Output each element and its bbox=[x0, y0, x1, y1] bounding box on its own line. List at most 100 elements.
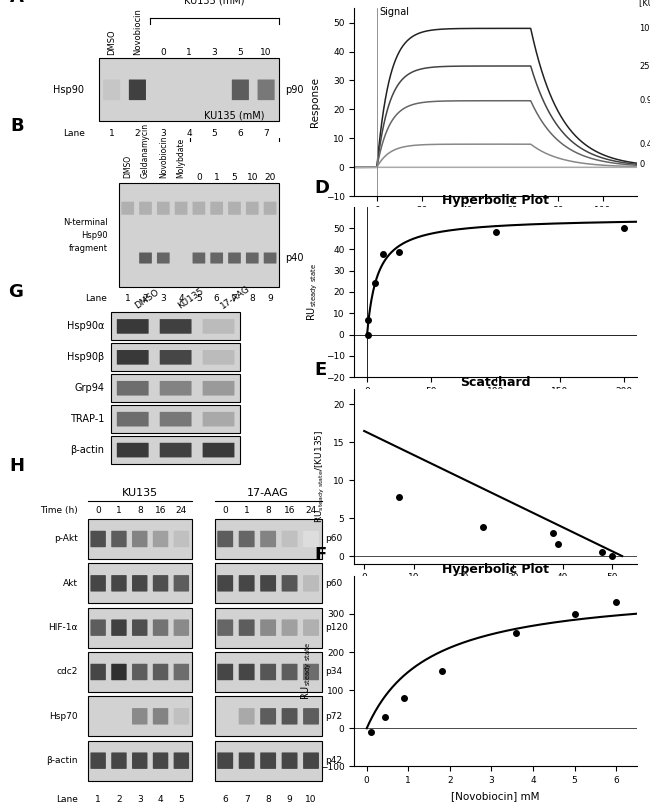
Text: 16: 16 bbox=[284, 506, 295, 516]
Text: KU135: KU135 bbox=[176, 286, 205, 311]
FancyBboxPatch shape bbox=[160, 350, 192, 365]
Text: 1: 1 bbox=[186, 48, 192, 57]
Text: 0: 0 bbox=[196, 173, 202, 182]
FancyBboxPatch shape bbox=[153, 620, 168, 636]
Text: 1: 1 bbox=[244, 506, 250, 516]
Text: DMSO: DMSO bbox=[133, 288, 161, 311]
FancyBboxPatch shape bbox=[139, 252, 152, 264]
Text: DMSO: DMSO bbox=[124, 155, 132, 178]
Text: Molybdate: Molybdate bbox=[177, 138, 186, 178]
FancyBboxPatch shape bbox=[153, 530, 168, 547]
FancyBboxPatch shape bbox=[281, 708, 298, 724]
Text: Geldanamycin: Geldanamycin bbox=[141, 123, 150, 178]
FancyBboxPatch shape bbox=[303, 530, 319, 547]
Text: fragment: fragment bbox=[68, 243, 107, 253]
FancyBboxPatch shape bbox=[117, 350, 149, 365]
FancyBboxPatch shape bbox=[203, 381, 235, 396]
FancyBboxPatch shape bbox=[122, 202, 134, 215]
Text: 7: 7 bbox=[244, 795, 250, 804]
Text: 10: 10 bbox=[306, 795, 317, 804]
FancyBboxPatch shape bbox=[260, 575, 276, 591]
Text: KU135 (mM): KU135 (mM) bbox=[185, 0, 245, 6]
Text: 9: 9 bbox=[287, 795, 292, 804]
X-axis label: RU$_{\mathrm{steady\ state}}$: RU$_{\mathrm{steady\ state}}$ bbox=[467, 588, 525, 603]
FancyBboxPatch shape bbox=[117, 319, 149, 333]
Text: Lane: Lane bbox=[62, 129, 84, 138]
FancyBboxPatch shape bbox=[257, 79, 275, 100]
FancyBboxPatch shape bbox=[239, 663, 255, 680]
FancyBboxPatch shape bbox=[303, 753, 319, 769]
Text: 7: 7 bbox=[263, 129, 269, 138]
FancyBboxPatch shape bbox=[217, 620, 233, 636]
Text: Novobiocin: Novobiocin bbox=[133, 8, 142, 54]
Text: 10: 10 bbox=[261, 48, 272, 57]
Text: KU135: KU135 bbox=[122, 488, 158, 498]
FancyBboxPatch shape bbox=[160, 381, 192, 396]
FancyBboxPatch shape bbox=[281, 575, 298, 591]
Text: 1: 1 bbox=[109, 129, 114, 138]
Text: [KU135] μM: [KU135] μM bbox=[639, 0, 650, 8]
FancyBboxPatch shape bbox=[203, 350, 235, 365]
FancyBboxPatch shape bbox=[111, 312, 240, 341]
FancyBboxPatch shape bbox=[132, 620, 148, 636]
FancyBboxPatch shape bbox=[117, 381, 149, 396]
FancyBboxPatch shape bbox=[260, 753, 276, 769]
FancyBboxPatch shape bbox=[132, 575, 148, 591]
FancyBboxPatch shape bbox=[99, 58, 279, 121]
FancyBboxPatch shape bbox=[90, 530, 106, 547]
Text: KU135 (mM): KU135 (mM) bbox=[204, 110, 265, 120]
FancyBboxPatch shape bbox=[160, 319, 192, 333]
FancyBboxPatch shape bbox=[119, 183, 279, 287]
Text: 17-AAG: 17-AAG bbox=[218, 284, 252, 311]
Text: Akt: Akt bbox=[63, 579, 78, 588]
Text: Signal: Signal bbox=[379, 6, 409, 17]
X-axis label: [Novobiocin] mM: [Novobiocin] mM bbox=[451, 791, 540, 800]
Text: H: H bbox=[10, 457, 25, 475]
Text: 0.45: 0.45 bbox=[639, 139, 650, 148]
Text: 24: 24 bbox=[176, 506, 187, 516]
FancyBboxPatch shape bbox=[132, 530, 148, 547]
FancyBboxPatch shape bbox=[217, 753, 233, 769]
Y-axis label: Response: Response bbox=[310, 77, 320, 127]
FancyBboxPatch shape bbox=[174, 575, 189, 591]
Text: p60: p60 bbox=[325, 579, 343, 588]
Text: 0.9: 0.9 bbox=[639, 97, 650, 105]
FancyBboxPatch shape bbox=[174, 620, 189, 636]
FancyBboxPatch shape bbox=[211, 202, 223, 215]
Text: 5: 5 bbox=[212, 129, 218, 138]
Text: 9: 9 bbox=[267, 294, 273, 303]
Text: cdc2: cdc2 bbox=[57, 667, 78, 676]
FancyBboxPatch shape bbox=[281, 620, 298, 636]
Text: 8: 8 bbox=[265, 795, 271, 804]
Y-axis label: RU$_{\mathrm{steady\ state}}$/[KU135]: RU$_{\mathrm{steady\ state}}$/[KU135] bbox=[315, 430, 328, 523]
Text: p42: p42 bbox=[325, 756, 342, 765]
Title: Scatchard: Scatchard bbox=[460, 376, 531, 389]
FancyBboxPatch shape bbox=[90, 575, 106, 591]
Text: Hsp90β: Hsp90β bbox=[67, 352, 104, 363]
Text: p34: p34 bbox=[325, 667, 342, 676]
Text: F: F bbox=[315, 547, 327, 564]
FancyBboxPatch shape bbox=[246, 202, 259, 215]
Text: DMSO: DMSO bbox=[107, 29, 116, 54]
FancyBboxPatch shape bbox=[175, 202, 187, 215]
FancyBboxPatch shape bbox=[117, 443, 149, 457]
Text: 5: 5 bbox=[237, 48, 243, 57]
FancyBboxPatch shape bbox=[303, 708, 319, 724]
FancyBboxPatch shape bbox=[160, 412, 192, 427]
FancyBboxPatch shape bbox=[239, 620, 255, 636]
FancyBboxPatch shape bbox=[153, 663, 168, 680]
Text: 2: 2 bbox=[135, 129, 140, 138]
FancyBboxPatch shape bbox=[303, 620, 319, 636]
Text: 10: 10 bbox=[246, 173, 258, 182]
FancyBboxPatch shape bbox=[203, 319, 235, 333]
FancyBboxPatch shape bbox=[88, 519, 192, 559]
FancyBboxPatch shape bbox=[239, 530, 255, 547]
FancyBboxPatch shape bbox=[211, 252, 223, 264]
Text: 4: 4 bbox=[186, 129, 192, 138]
FancyBboxPatch shape bbox=[174, 663, 189, 680]
FancyBboxPatch shape bbox=[214, 697, 322, 736]
FancyBboxPatch shape bbox=[239, 575, 255, 591]
Text: TRAP-1: TRAP-1 bbox=[70, 414, 104, 424]
Text: 5: 5 bbox=[179, 795, 184, 804]
Text: Hsp90: Hsp90 bbox=[53, 85, 84, 95]
